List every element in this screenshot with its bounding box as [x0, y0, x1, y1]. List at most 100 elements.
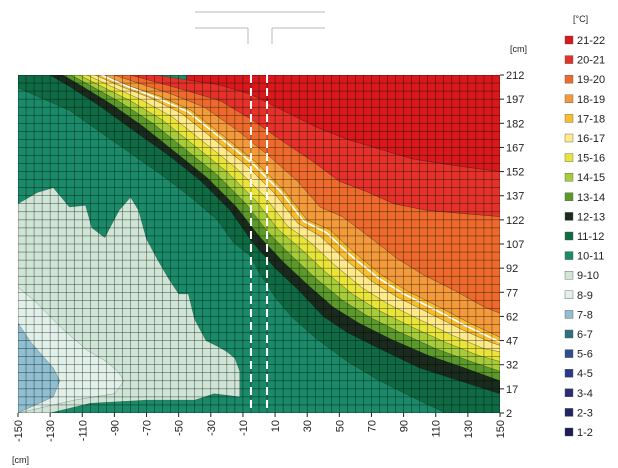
legend-item: 8-9 [564, 290, 593, 302]
legend-label: 15-16 [577, 153, 605, 165]
y-tick-label: 17 [506, 384, 518, 396]
x-tick-label: 70 [366, 420, 378, 432]
x-tick-label: -50 [174, 420, 186, 436]
legend-item: 19-20 [564, 74, 605, 86]
x-tick-label: -70 [142, 420, 154, 436]
legend-swatch [564, 231, 574, 241]
y-tick-label: 122 [506, 215, 524, 227]
header-schematic [195, 11, 325, 44]
legend-label: 21-22 [577, 35, 605, 47]
legend: 21-22 20-21 19-20 18-19 17-18 16-17 15-16 14-15… [564, 35, 605, 439]
x-tick-label: -30 [206, 420, 218, 436]
legend-label: 5-6 [577, 349, 593, 361]
legend-item: 12-13 [564, 211, 605, 223]
legend-item: 14-15 [564, 172, 605, 184]
legend-item: 20-21 [564, 55, 605, 67]
legend-swatch [564, 271, 574, 280]
y-tick-label: 167 [506, 142, 524, 154]
y-tick-label: 107 [506, 239, 524, 251]
legend-item: 15-16 [564, 153, 605, 165]
legend-item: 17-18 [564, 113, 605, 125]
y-tick-label: 32 [506, 360, 518, 372]
y-tick-label: 182 [506, 118, 524, 130]
legend-label: 9-10 [577, 270, 599, 282]
temperature-band-7-8 [18, 322, 61, 413]
legend-item: 13-14 [564, 192, 605, 204]
legend-label: 19-20 [577, 74, 605, 86]
y-tick-label: 47 [506, 336, 518, 348]
grid [18, 75, 500, 413]
legend-item: 10-11 [564, 251, 604, 263]
legend-swatch [564, 388, 574, 397]
x-tick-label: -110 [77, 420, 89, 441]
legend-label: 4-5 [577, 368, 593, 380]
legend-unit-label: [°C] [573, 14, 588, 24]
legend-swatch [564, 94, 574, 104]
legend-swatch [564, 349, 574, 358]
y-tick-label: 2 [506, 408, 512, 420]
legend-label: 2-3 [577, 407, 593, 419]
x-tick-label: 10 [270, 420, 282, 432]
legend-label: 17-18 [577, 113, 605, 125]
y-tick-label: 137 [506, 191, 524, 203]
y-unit-label: [cm] [510, 44, 527, 54]
legend-item: 3-4 [564, 388, 593, 400]
temperature-band-14-15 [70, 75, 500, 372]
x-tick-label: 130 [463, 420, 475, 438]
legend-label: 14-15 [577, 172, 605, 184]
legend-swatch [564, 212, 574, 221]
legend-label: 3-4 [577, 388, 593, 400]
legend-label: 18-19 [577, 94, 605, 106]
legend-label: 7-8 [577, 309, 593, 321]
legend-label: 8-9 [577, 290, 593, 302]
legend-label: 12-13 [577, 211, 605, 223]
legend-swatch [564, 74, 574, 84]
axes: 212 197 182 167 152 137 122 107 92 77 62 47 32 17 2 -15… [13, 70, 524, 442]
plot-area [18, 75, 500, 413]
x-tick-label: 30 [302, 420, 314, 432]
legend-swatch [564, 35, 574, 45]
y-tick-label: 197 [506, 94, 524, 106]
y-tick-label: 212 [506, 70, 524, 82]
legend-swatch [564, 172, 574, 182]
legend-item: 18-19 [564, 94, 605, 106]
x-tick-label: -10 [238, 420, 250, 436]
legend-item: 2-3 [564, 407, 593, 419]
legend-swatch [564, 153, 574, 162]
legend-label: 11-12 [577, 231, 604, 243]
x-tick-label: -90 [109, 420, 121, 436]
legend-item: 9-10 [564, 270, 599, 282]
y-tick-label: 152 [506, 167, 524, 179]
legend-label: 6-7 [577, 329, 593, 341]
y-tick-label: 77 [506, 287, 518, 299]
legend-swatch [564, 290, 574, 299]
legend-item: 1-2 [564, 427, 593, 439]
legend-label: 20-21 [577, 55, 605, 67]
legend-label: 10-11 [577, 251, 604, 263]
legend-item: 16-17 [564, 133, 605, 145]
legend-item: 11-12 [564, 231, 604, 243]
legend-item: 5-6 [564, 349, 593, 361]
legend-swatch [564, 114, 574, 123]
legend-swatch [564, 427, 574, 437]
x-tick-label: 150 [495, 420, 507, 438]
legend-swatch [564, 133, 574, 143]
x-tick-label: 110 [431, 420, 443, 438]
y-tick-label: 62 [506, 311, 518, 323]
x-tick-label: -150 [13, 420, 25, 442]
x-tick-label: 50 [334, 420, 346, 432]
legend-swatch [564, 55, 574, 64]
legend-item: 21-22 [564, 35, 605, 47]
legend-swatch [564, 192, 574, 202]
legend-swatch [564, 251, 574, 260]
legend-swatch [564, 408, 574, 417]
x-tick-label: 90 [399, 420, 411, 432]
x-unit-label: [cm] [12, 455, 29, 465]
legend-label: 1-2 [577, 427, 593, 439]
legend-item: 4-5 [564, 368, 593, 380]
legend-swatch [564, 329, 574, 339]
x-tick-label: -130 [45, 420, 57, 442]
legend-label: 16-17 [577, 133, 605, 145]
legend-swatch [564, 310, 574, 319]
